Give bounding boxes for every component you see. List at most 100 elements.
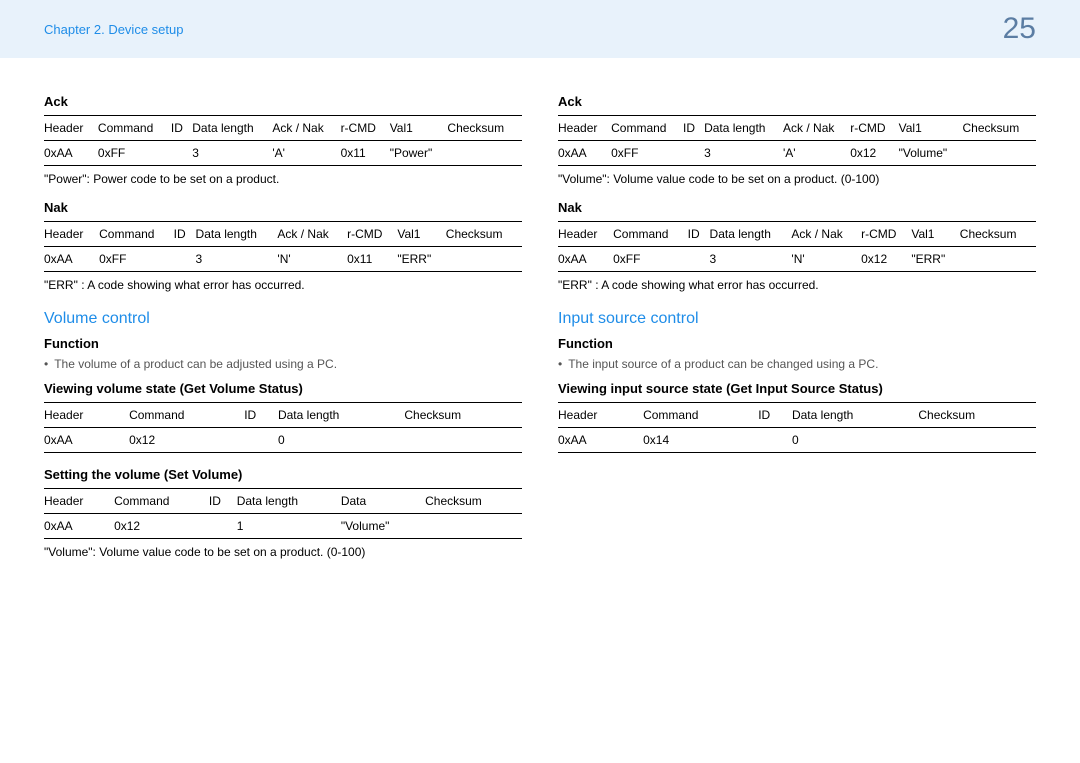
th: Data length — [710, 222, 792, 247]
th: Data length — [237, 489, 341, 514]
th: Header — [44, 403, 129, 428]
td: "ERR" — [397, 247, 445, 272]
th: Ack / Nak — [791, 222, 861, 247]
ack-table-right: Header Command ID Data length Ack / Nak … — [558, 115, 1036, 166]
td: "Volume" — [341, 514, 425, 539]
td: "Power" — [390, 141, 448, 166]
th: Header — [558, 116, 611, 141]
th: Data length — [196, 222, 278, 247]
td — [683, 141, 704, 166]
th: Command — [611, 116, 683, 141]
td — [209, 514, 237, 539]
th: Header — [44, 222, 99, 247]
view-volume-heading: Viewing volume state (Get Volume Status) — [44, 381, 522, 396]
page-number: 25 — [1003, 12, 1036, 46]
set-volume-heading: Setting the volume (Set Volume) — [44, 467, 522, 482]
th: Checksum — [960, 222, 1036, 247]
th: Command — [98, 116, 171, 141]
td — [244, 428, 278, 453]
td: 3 — [196, 247, 278, 272]
td: 0 — [792, 428, 918, 453]
th: ID — [758, 403, 792, 428]
nak-caption-left: "ERR" : A code showing what error has oc… — [44, 278, 522, 292]
th: Data length — [704, 116, 783, 141]
td — [425, 514, 522, 539]
td: 0xAA — [558, 141, 611, 166]
th: Ack / Nak — [277, 222, 347, 247]
view-volume-table: Header Command ID Data length Checksum 0… — [44, 402, 522, 453]
td — [960, 247, 1036, 272]
th: Val1 — [899, 116, 963, 141]
td — [174, 247, 196, 272]
th: r-CMD — [347, 222, 397, 247]
td: 0xAA — [44, 428, 129, 453]
volume-control-heading: Volume control — [44, 310, 522, 328]
input-source-heading: Input source control — [558, 310, 1036, 328]
th: Command — [613, 222, 688, 247]
th: Header — [558, 403, 643, 428]
td: 0xFF — [613, 247, 688, 272]
nak-table-left: Header Command ID Data length Ack / Nak … — [44, 221, 522, 272]
th: ID — [244, 403, 278, 428]
ack-caption-left: "Power": Power code to be set on a produ… — [44, 172, 522, 186]
th: Checksum — [963, 116, 1037, 141]
td: 0x14 — [643, 428, 758, 453]
td: 0xAA — [558, 428, 643, 453]
page-content: Ack Header Command ID Data length Ack / … — [0, 58, 1080, 573]
th: ID — [209, 489, 237, 514]
th: Data length — [278, 403, 404, 428]
th: Checksum — [404, 403, 522, 428]
ack-heading-right: Ack — [558, 94, 1036, 109]
nak-caption-right: "ERR" : A code showing what error has oc… — [558, 278, 1036, 292]
bullet-icon — [558, 357, 562, 371]
td — [963, 141, 1037, 166]
td: 'N' — [277, 247, 347, 272]
th: r-CMD — [341, 116, 390, 141]
nak-table-right: Header Command ID Data length Ack / Nak … — [558, 221, 1036, 272]
td: 0x12 — [129, 428, 244, 453]
page-header: Chapter 2. Device setup 25 — [0, 0, 1080, 58]
td: 0xAA — [44, 514, 114, 539]
ack-table-left: Header Command ID Data length Ack / Nak … — [44, 115, 522, 166]
td — [404, 428, 522, 453]
view-input-table: Header Command ID Data length Checksum 0… — [558, 402, 1036, 453]
td — [171, 141, 192, 166]
th: Command — [99, 222, 174, 247]
th: Checksum — [446, 222, 522, 247]
td: 0xFF — [611, 141, 683, 166]
td: 0x12 — [850, 141, 898, 166]
th: r-CMD — [850, 116, 898, 141]
th: Ack / Nak — [783, 116, 850, 141]
function-text-right: The input source of a product can be cha… — [568, 357, 878, 371]
th: Val1 — [397, 222, 445, 247]
nak-heading-left: Nak — [44, 200, 522, 215]
th: Command — [643, 403, 758, 428]
function-bullet-left: The volume of a product can be adjusted … — [44, 357, 522, 371]
td: 3 — [710, 247, 792, 272]
bullet-icon — [44, 357, 48, 371]
td: 0xAA — [44, 247, 99, 272]
td: 'N' — [791, 247, 861, 272]
td — [446, 247, 522, 272]
ack-heading-left: Ack — [44, 94, 522, 109]
th: ID — [683, 116, 704, 141]
th: Ack / Nak — [272, 116, 340, 141]
td: 0x11 — [341, 141, 390, 166]
td: 0xFF — [99, 247, 174, 272]
th: Header — [44, 489, 114, 514]
th: ID — [171, 116, 192, 141]
set-volume-caption: "Volume": Volume value code to be set on… — [44, 545, 522, 559]
view-input-heading: Viewing input source state (Get Input So… — [558, 381, 1036, 396]
td: 0 — [278, 428, 404, 453]
function-heading-left: Function — [44, 336, 522, 351]
nak-heading-right: Nak — [558, 200, 1036, 215]
td: 0x11 — [347, 247, 397, 272]
chapter-link[interactable]: Chapter 2. Device setup — [44, 22, 183, 37]
td: "ERR" — [911, 247, 959, 272]
td: 3 — [704, 141, 783, 166]
th: Checksum — [447, 116, 522, 141]
ack-caption-right: "Volume": Volume value code to be set on… — [558, 172, 1036, 186]
td — [447, 141, 522, 166]
th: Val1 — [390, 116, 448, 141]
function-text-left: The volume of a product can be adjusted … — [54, 357, 337, 371]
